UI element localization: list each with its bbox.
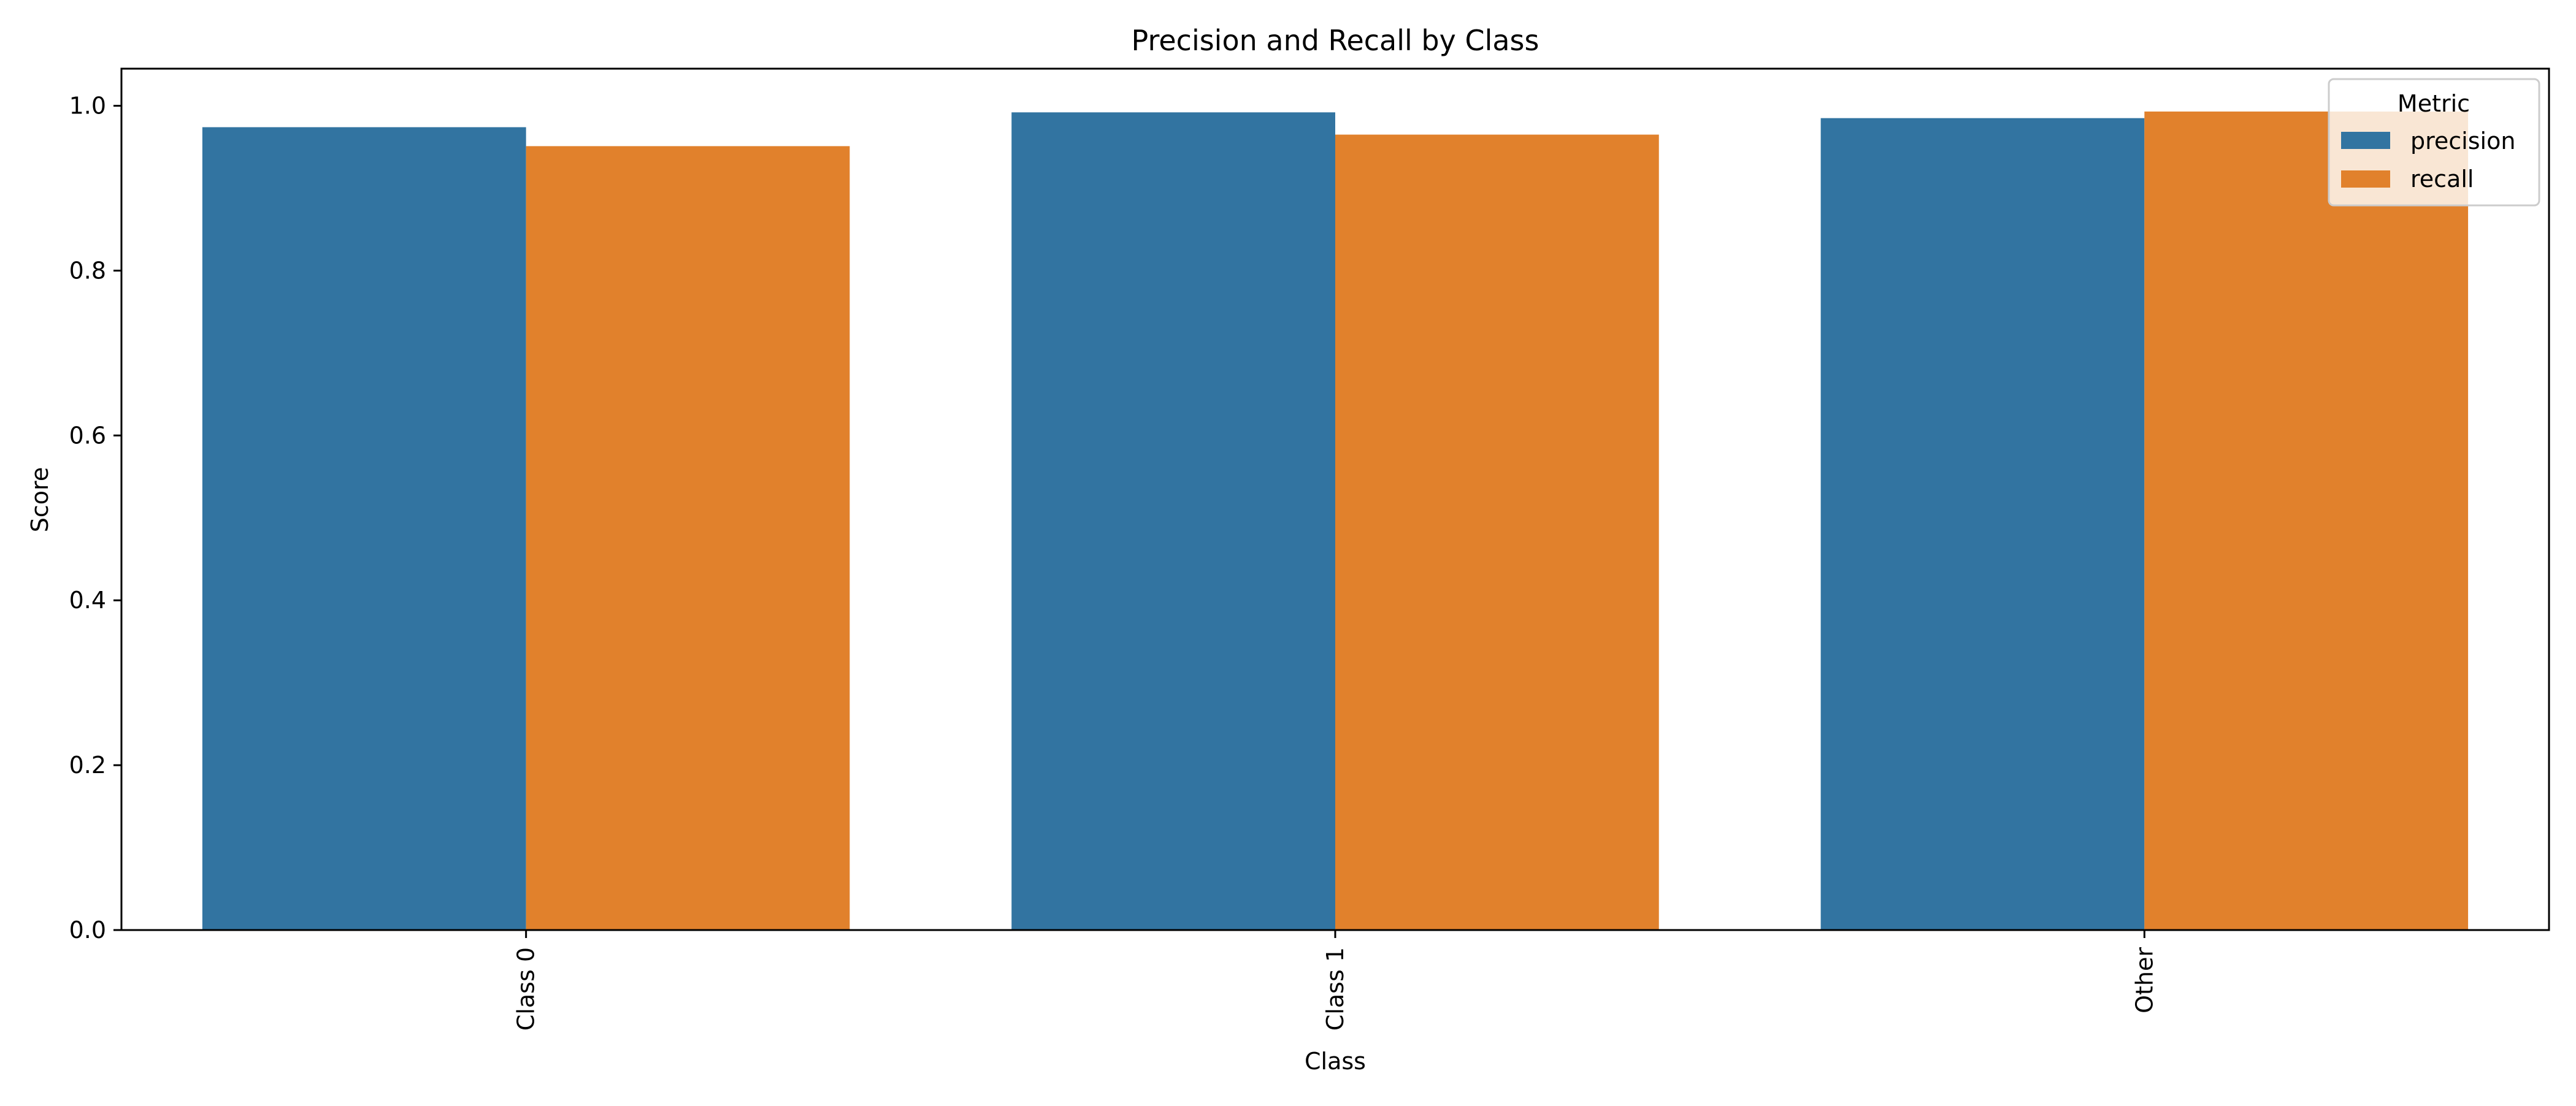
x-axis: Class 0 Class 1 Other (513, 930, 2158, 1031)
y-tick-label: 0.2 (69, 752, 106, 779)
x-axis-label: Class (1305, 1048, 1366, 1075)
legend-swatch-recall (2341, 170, 2390, 188)
legend-title: Metric (2398, 90, 2470, 117)
legend: Metric precision recall (2328, 78, 2540, 207)
y-tick-label: 1.0 (69, 93, 106, 120)
bar-precision-class-1 (1011, 112, 1335, 930)
y-tick-label: 0.0 (69, 917, 106, 944)
bar-precision-other (1820, 118, 2145, 930)
legend-label-recall: recall (2410, 166, 2474, 193)
bar-recall-class-1 (1335, 134, 1659, 930)
x-tick-label: Class 0 (513, 947, 540, 1031)
bar-precision-class-0 (202, 127, 526, 930)
x-tick-label: Class 1 (1322, 947, 1349, 1031)
x-tick-label: Other (2131, 947, 2158, 1013)
bars-group (202, 111, 2469, 931)
y-tick-label: 0.8 (69, 257, 106, 284)
y-axis-label: Score (26, 467, 53, 532)
y-tick-label: 0.4 (69, 587, 106, 614)
y-axis: 0.0 0.2 0.4 0.6 0.8 1.0 (69, 93, 121, 944)
bar-recall-other (2144, 111, 2469, 931)
chart-title: Precision and Recall by Class (1132, 24, 1539, 57)
legend-label-precision: precision (2410, 128, 2515, 154)
bar-recall-class-0 (526, 146, 850, 930)
plot-frame (120, 67, 2550, 931)
y-tick-label: 0.6 (69, 422, 106, 449)
legend-swatch-precision (2341, 132, 2390, 149)
